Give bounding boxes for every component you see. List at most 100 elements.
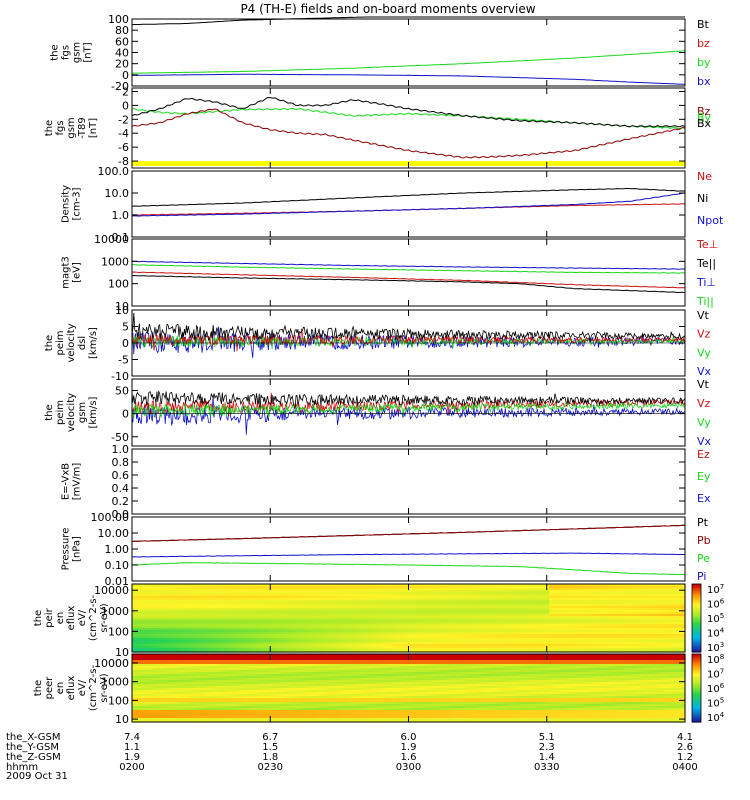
heatmap-cell — [539, 616, 545, 619]
heatmap-cell — [162, 600, 168, 603]
heatmap-cell — [609, 608, 616, 611]
heatmap-cell — [302, 596, 309, 599]
heatmap-cell — [237, 620, 244, 623]
heatmap-cell — [142, 610, 148, 613]
heatmap-cell — [182, 714, 188, 717]
heatmap-cell — [272, 614, 279, 617]
heatmap-cell — [172, 594, 178, 597]
heatmap-cell — [644, 602, 651, 605]
heatmap-cell — [373, 614, 379, 617]
heatmap-cell — [323, 614, 329, 617]
heatmap-cell — [353, 632, 359, 635]
heatmap-cell — [152, 596, 158, 599]
heatmap-cell — [624, 586, 631, 589]
heatmap-cell — [192, 598, 198, 601]
heatmap-cell — [458, 612, 465, 615]
heatmap-cell — [137, 684, 143, 687]
heatmap-cell — [177, 620, 183, 623]
heatmap-cell — [338, 644, 344, 647]
heatmap-cell — [197, 692, 203, 695]
heatmap-cell — [383, 644, 389, 647]
heatmap-cell — [197, 700, 203, 703]
heatmap-cell — [539, 636, 545, 639]
heatmap-cell — [463, 618, 470, 621]
heatmap-cell — [514, 634, 520, 637]
heatmap-cell — [232, 624, 239, 627]
heatmap-cell — [312, 590, 319, 593]
heatmap-cell — [142, 626, 148, 629]
heatmap-cell — [423, 614, 430, 617]
heatmap-cell — [242, 624, 249, 627]
heatmap-cell — [277, 628, 284, 631]
heatmap-cell — [473, 610, 480, 613]
heatmap-cell — [162, 710, 168, 713]
heatmap-cell — [398, 638, 405, 641]
heatmap-cell — [187, 592, 193, 595]
heatmap-cell — [529, 606, 535, 609]
heatmap-cell — [262, 626, 269, 629]
heatmap-cell — [182, 680, 188, 683]
heatmap-cell — [182, 690, 188, 693]
heatmap-cell — [373, 618, 379, 621]
heatmap-cell — [614, 634, 621, 637]
heatmap-cell — [388, 640, 395, 643]
heatmap-cell — [393, 638, 400, 641]
heatmap-cell — [473, 608, 480, 611]
heatmap-cell — [207, 710, 214, 713]
heatmap-cell — [594, 632, 601, 635]
heatmap-cell — [644, 628, 651, 631]
heatmap-cell — [142, 588, 148, 591]
heatmap-cell — [669, 630, 676, 633]
heatmap-cell — [544, 632, 550, 635]
heatmap-cell — [152, 646, 158, 649]
heatmap-cell — [378, 632, 384, 635]
heatmap-cell — [408, 600, 415, 603]
heatmap-cell — [534, 622, 540, 625]
heatmap-cell — [408, 586, 415, 589]
heatmap-cell — [604, 590, 611, 593]
heatmap-cell — [307, 636, 314, 639]
legend-entry: bz — [697, 37, 710, 50]
y-tick-label: 1000 — [101, 255, 129, 268]
heatmap-cell — [619, 646, 626, 649]
heatmap-cell — [157, 646, 163, 649]
heatmap-cell — [383, 610, 389, 613]
heatmap-cell — [433, 594, 440, 597]
heatmap-cell — [227, 696, 234, 699]
heatmap-cell — [629, 632, 636, 635]
heatmap-cell — [137, 710, 143, 713]
heatmap-cell — [207, 604, 214, 607]
heatmap-cell — [589, 640, 596, 643]
heatmap-cell — [378, 612, 384, 615]
heatmap-cell — [157, 642, 163, 645]
heatmap-cell — [323, 584, 329, 587]
heatmap-cell — [137, 700, 143, 703]
heatmap-cell — [212, 698, 219, 701]
heatmap-cell — [463, 644, 470, 647]
heatmap-cell — [398, 626, 405, 629]
heatmap-cell — [142, 620, 148, 623]
heatmap-cell — [524, 592, 530, 595]
heatmap-cell — [187, 638, 193, 641]
heatmap-cell — [614, 610, 621, 613]
heatmap-cell — [197, 676, 203, 679]
heatmap-cell — [549, 586, 555, 589]
heatmap-cell — [152, 600, 158, 603]
heatmap-cell — [403, 596, 410, 599]
heatmap-cell — [483, 592, 490, 595]
heatmap-cell — [242, 668, 249, 671]
heatmap-cell — [207, 684, 214, 687]
colorbar-cell — [692, 624, 701, 628]
heatmap-cell — [137, 670, 143, 673]
heatmap-cell — [544, 640, 550, 643]
heatmap-cell — [549, 640, 555, 643]
y-axis-label-line: peir — [44, 607, 55, 627]
heatmap-cell — [579, 640, 586, 643]
heatmap-cell — [182, 702, 188, 705]
heatmap-cell — [227, 674, 234, 677]
heatmap-cell — [202, 640, 209, 643]
heatmap-cell — [242, 688, 249, 691]
heatmap-cell — [237, 662, 244, 665]
heatmap-cell — [242, 640, 249, 643]
